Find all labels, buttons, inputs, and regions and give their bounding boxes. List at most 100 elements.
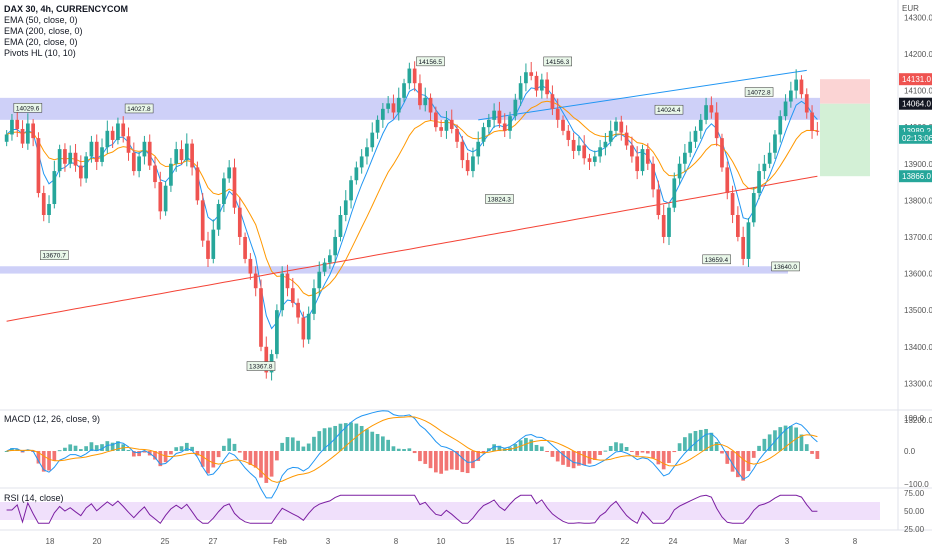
macd-histogram-bar xyxy=(126,449,131,451)
macd-histogram-bar xyxy=(105,441,110,451)
macd-histogram-bar xyxy=(725,451,730,464)
macd-label[interactable]: MACD (12, 26, close, 9) xyxy=(4,414,101,424)
macd-histogram-bar xyxy=(545,451,549,452)
candle-body xyxy=(693,130,698,142)
candle-body xyxy=(237,207,242,237)
candle-body xyxy=(10,119,14,135)
candle-body xyxy=(571,139,576,151)
legend-pivots[interactable]: Pivots HL (10, 10) xyxy=(4,48,76,58)
macd-histogram-bar xyxy=(280,442,285,451)
macd-histogram-bar xyxy=(714,442,719,451)
candle-body xyxy=(635,156,640,172)
candle-body xyxy=(100,147,104,162)
macd-signal-line xyxy=(6,416,818,483)
macd-histogram-bar xyxy=(656,451,661,465)
macd-histogram-bar xyxy=(301,446,306,451)
pivot-label: 14024.4 xyxy=(657,107,681,114)
macd-histogram-bar xyxy=(142,451,147,453)
candle-body xyxy=(714,112,719,139)
macd-histogram-bar xyxy=(614,442,618,451)
macd-histogram-bar xyxy=(592,451,597,461)
macd-histogram-bar xyxy=(672,451,677,453)
candle-body xyxy=(391,103,396,113)
macd-histogram-bar xyxy=(396,448,401,451)
macd-histogram-bar xyxy=(762,438,767,451)
candle-body xyxy=(561,119,565,131)
macd-histogram-bar xyxy=(799,434,804,451)
time-tick: 3 xyxy=(326,537,331,546)
legend-ema20[interactable]: EMA (20, close, 0) xyxy=(4,37,78,47)
candle-body xyxy=(614,121,618,131)
time-tick: 17 xyxy=(553,537,562,546)
candle-body xyxy=(153,165,157,183)
macd-histogram-bar xyxy=(476,451,481,461)
candle-body xyxy=(460,141,465,161)
candle-body xyxy=(131,152,136,172)
candle-body xyxy=(619,121,624,133)
pivot-label: 13824.3 xyxy=(487,196,511,203)
macd-histogram-bar xyxy=(741,451,746,481)
candle-body xyxy=(645,149,650,164)
candle-body xyxy=(683,152,687,164)
candle-body xyxy=(412,68,417,84)
macd-histogram-bar xyxy=(698,429,703,451)
candle-body xyxy=(444,119,449,131)
candle-body xyxy=(433,112,438,128)
macd-histogram-bar xyxy=(195,451,200,456)
price-tag: 13989.2 xyxy=(902,127,931,136)
macd-histogram-bar xyxy=(661,451,666,470)
candle-body xyxy=(57,149,62,172)
candle-body xyxy=(704,105,708,120)
candle-body xyxy=(322,262,327,272)
price-tick: 13300.0 xyxy=(904,379,932,388)
pivot-label: 14029.6 xyxy=(16,105,40,112)
macd-histogram-bar xyxy=(704,428,708,451)
price-tag: 14131.0 xyxy=(902,75,931,84)
macd-histogram-bar xyxy=(10,448,14,451)
macd-histogram-bar xyxy=(619,443,624,451)
price-tick: 13500.0 xyxy=(904,306,932,315)
candle-body xyxy=(365,147,369,157)
legend-ema50[interactable]: EMA (50, close, 0) xyxy=(4,15,78,25)
macd-histogram-bar xyxy=(677,443,682,451)
macd-histogram-bar xyxy=(460,451,465,473)
pivot-label-bg xyxy=(654,104,684,115)
candle-body xyxy=(778,116,783,135)
candle-body xyxy=(290,288,295,303)
macd-histogram-bar xyxy=(211,451,216,468)
candle-body xyxy=(497,110,502,124)
time-tick: 3 xyxy=(785,537,790,546)
candle-body xyxy=(312,288,316,314)
legend-ema200[interactable]: EMA (200, close, 0) xyxy=(4,26,83,36)
price-tag: 13866.0 xyxy=(902,172,931,181)
macd-histogram-bar xyxy=(640,451,645,453)
support-resistance-zone xyxy=(0,97,820,120)
rsi-label[interactable]: RSI (14, close) xyxy=(4,493,64,503)
macd-histogram-bar xyxy=(757,445,761,451)
macd-histogram-bar xyxy=(550,451,555,457)
candle-body xyxy=(227,167,232,179)
pivot-label: 14156.3 xyxy=(546,59,570,66)
candle-body xyxy=(651,163,655,190)
macd-histogram-bar xyxy=(296,440,300,451)
macd-histogram-bar xyxy=(815,451,820,459)
candle-body xyxy=(624,132,629,146)
macd-histogram-bar xyxy=(179,446,184,451)
macd-histogram-bar xyxy=(116,441,120,451)
candle-body xyxy=(439,127,443,131)
ema20-line xyxy=(6,85,818,330)
candle-body xyxy=(577,145,581,151)
macd-tick: 100.0 xyxy=(904,414,925,423)
candle-body xyxy=(661,215,666,237)
time-tick: 15 xyxy=(506,537,515,546)
candle-body xyxy=(423,97,428,106)
macd-histogram-bar xyxy=(667,451,671,463)
rsi-tick: 25.00 xyxy=(904,525,925,534)
macd-histogram-bar xyxy=(433,451,438,473)
macd-histogram-bar xyxy=(47,451,51,471)
candle-body xyxy=(328,255,332,263)
macd-histogram-bar xyxy=(492,444,496,451)
candle-body xyxy=(783,101,788,117)
